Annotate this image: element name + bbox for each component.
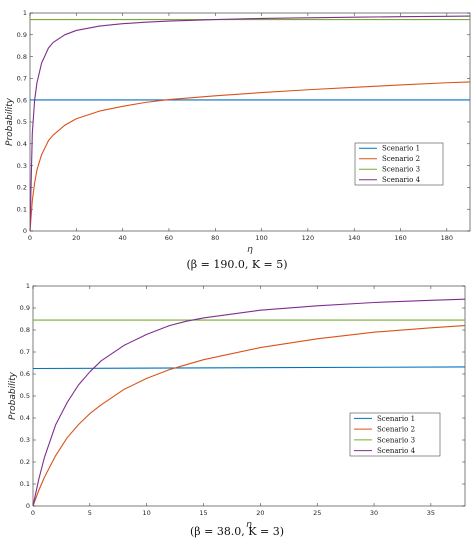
y-tick-label: 1: [23, 9, 27, 17]
y-tick-label: 0.6: [20, 370, 30, 378]
legend-label-4: Scenario 4: [382, 176, 421, 184]
legend-box: [354, 142, 444, 186]
x-tick-label: 30: [370, 509, 378, 517]
y-tick-label: 0.9: [17, 31, 27, 39]
y-tick-label: 0.5: [17, 118, 27, 126]
legend-label-2: Scenario 2: [377, 426, 415, 434]
y-tick-label: 0.1: [17, 205, 27, 213]
y-tick-label: 0.9: [20, 304, 30, 312]
x-tick-label: 120: [302, 234, 314, 242]
y-tick-label: 0.6: [17, 96, 27, 104]
legend-label-1: Scenario 1: [382, 145, 420, 153]
y-tick-label: 0.8: [17, 53, 27, 61]
y-tick-label: 1: [26, 282, 30, 290]
y-axis-label: Probability: [8, 371, 18, 420]
chart-caption: (β = 190.0, K = 5): [186, 258, 287, 271]
series-line-2: [33, 325, 465, 506]
y-tick-label: 0.2: [20, 458, 30, 466]
chart-caption: (β = 38.0, K = 3): [190, 525, 284, 538]
chart-2: 00.10.20.30.40.50.60.70.80.910 5 10 15 20 25 3…: [8, 282, 466, 538]
legend-label-3: Scenario 3: [377, 436, 415, 444]
x-tick-label: 160: [394, 234, 406, 242]
x-tick-label: 20: [256, 509, 264, 517]
y-tick-label: 0: [23, 227, 27, 235]
plot-area: [32, 285, 466, 507]
x-tick-label: 80: [211, 234, 219, 242]
x-tick-label: 40: [118, 234, 126, 242]
x-axis-label: η: [247, 245, 253, 255]
chart-1: 0 0.1 0.2 0.3 0.4 0.5 0.6 0.7 0.8 0.9 1 0 20 40 60 80 10…: [5, 9, 471, 271]
y-tick-label: 0.5: [20, 392, 30, 400]
legend: Scenario 1 Scenario 2 Scenario 3 Scenario 4: [354, 142, 444, 186]
x-tick-label: 140: [348, 234, 360, 242]
series-line-1: [33, 366, 465, 370]
x-tick-label: 20: [72, 234, 80, 242]
legend-label-2: Scenario 2: [382, 155, 420, 163]
series-line-4: [33, 298, 465, 506]
x-tick-label: 15: [199, 509, 207, 517]
x-tick-label: 5: [88, 509, 92, 517]
y-axis-label: Probability: [5, 97, 15, 146]
y-tick-label: 0.1: [20, 480, 30, 488]
y-tick-label: 0.4: [17, 140, 27, 148]
y-tick-label: 0.2: [17, 184, 27, 192]
x-tick-label: 100: [255, 234, 267, 242]
series-line-2: [30, 81, 470, 231]
plot-area: [29, 12, 471, 232]
series-line-4: [30, 15, 470, 231]
series-group: [33, 298, 465, 506]
x-tick-label: 35: [427, 509, 435, 517]
legend-label-1: Scenario 1: [377, 415, 415, 423]
y-tick-label: 0.8: [20, 326, 30, 334]
legend-label-3: Scenario 3: [382, 166, 420, 174]
y-tick-label: 0.4: [20, 414, 30, 422]
y-tick-label: 0.3: [17, 162, 27, 170]
x-axis-label: η: [246, 520, 252, 530]
y-tick-label: 0: [26, 502, 30, 510]
y-tick-label: 0.7: [17, 75, 27, 83]
x-tick-label: 0: [28, 234, 32, 242]
y-tick-label: 0.3: [20, 436, 30, 444]
series-group: [30, 15, 470, 231]
legend: Scenario 1 Scenario 2 Scenario 3 Scenario 4: [349, 412, 441, 457]
x-tick-label: 10: [143, 509, 151, 517]
legend-box: [349, 412, 441, 457]
x-tick-label: 0: [31, 509, 35, 517]
legend-label-4: Scenario 4: [377, 447, 416, 455]
x-tick-label: 180: [441, 234, 453, 242]
y-tick-label: 0.7: [20, 348, 30, 356]
x-tick-label: 60: [165, 234, 173, 242]
x-tick-label: 25: [313, 509, 321, 517]
